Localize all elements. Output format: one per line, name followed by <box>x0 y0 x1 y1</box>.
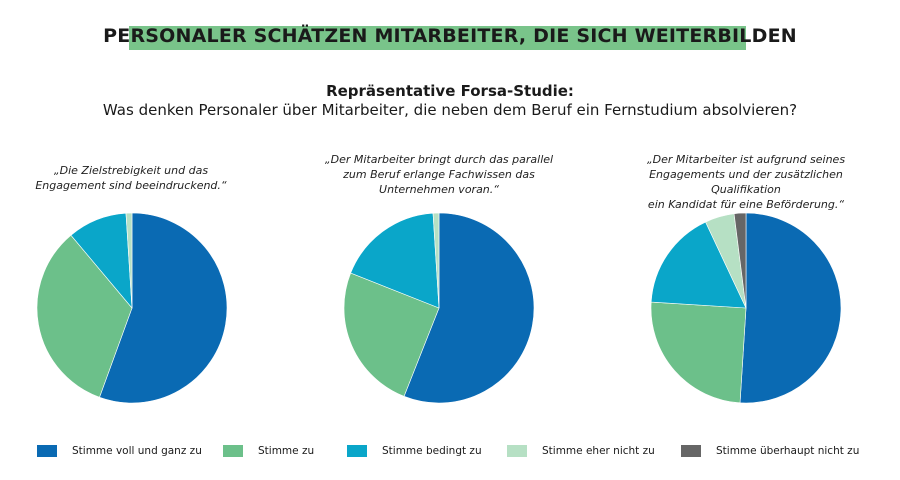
legend: Stimme voll und ganz zu Stimme zu Stimme… <box>0 444 900 460</box>
chart-title-3: „Der Mitarbeiter ist aufgrund seines Eng… <box>646 153 846 211</box>
slice-stimme-ueberhaupt-nicht <box>733 212 747 309</box>
chart-title-2: „Der Mitarbeiter bringt durch das parall… <box>324 153 554 196</box>
legend-swatch <box>681 445 701 457</box>
subtitle-study: Repräsentative Forsa-Studie: <box>326 82 574 100</box>
legend-label: Stimme bedingt zu <box>382 445 482 457</box>
slice-stimme-voll <box>739 212 842 404</box>
slice-stimme-eher-nicht <box>125 212 133 309</box>
slice-stimme-voll <box>403 212 535 404</box>
slice-stimme-zu <box>36 234 133 398</box>
pie-chart-2 <box>343 212 535 404</box>
legend-label: Stimme eher nicht zu <box>542 445 655 457</box>
legend-swatch <box>347 445 367 457</box>
legend-label: Stimme zu <box>258 445 315 457</box>
pie-chart-3 <box>650 212 842 404</box>
page-title: PERSONALER SCHÄTZEN MITARBEITER, DIE SIC… <box>103 25 797 47</box>
chart-title-1: „Die Zielstrebigkeit und das Engagement … <box>35 164 227 192</box>
title-highlight-bar <box>129 26 746 50</box>
legend-label: Stimme voll und ganz zu <box>72 445 202 457</box>
legend-swatch <box>507 445 527 457</box>
subtitle-question: Was denken Personaler über Mitarbeiter, … <box>102 101 798 119</box>
legend-swatch <box>37 445 57 457</box>
legend-swatch <box>223 445 243 457</box>
slice-stimme-zu <box>650 301 747 404</box>
slice-stimme-voll <box>99 212 228 404</box>
slice-stimme-eher-nicht <box>432 212 440 309</box>
slice-stimme-bedingt <box>350 212 440 309</box>
slice-stimme-bedingt <box>650 221 747 309</box>
slice-stimme-zu <box>343 272 440 397</box>
pie-chart-1 <box>36 212 228 404</box>
legend-label: Stimme überhaupt nicht zu <box>716 445 860 457</box>
